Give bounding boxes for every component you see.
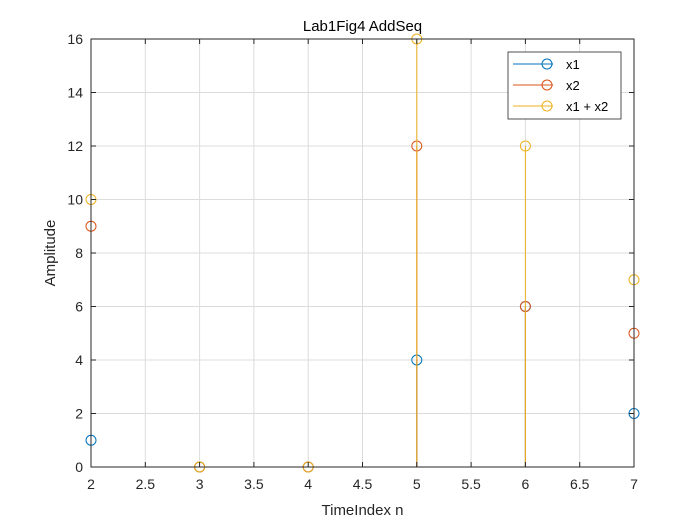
legend: x1 x2 x1 + x2 [507,51,622,120]
ticks [90,38,635,468]
y-tick-label: 14 [67,85,83,101]
x-tick-label: 6.5 [570,476,590,492]
y-axis-label: Amplitude [42,220,59,287]
x-tick-label: 5 [413,476,421,492]
x-tick-label: 4.5 [353,476,373,492]
x-axis-label: TimeIndex n [322,502,404,519]
y-tick-label: 16 [67,31,83,47]
x-tick-label: 2 [87,476,95,492]
stem-marker-sum [519,140,531,152]
y-tick-label: 12 [67,138,83,154]
legend-label-x1: x1 [566,57,580,72]
chart-title: Lab1Fig4 AddSeq [303,18,422,35]
x-tick-label: 3.5 [244,476,264,492]
legend-label-sum: x1 + x2 [566,99,608,114]
legend-marker-x2 [541,79,553,91]
x-tick-label: 5.5 [461,476,481,492]
legend-marker-x1 [541,58,553,70]
legend-marker-sum [541,100,553,112]
x-tick-label: 7 [630,476,638,492]
x-tick-label: 2.5 [136,476,156,492]
x-tick-label: 6 [522,476,530,492]
y-tick-label: 8 [75,245,83,261]
y-tick-label: 10 [67,192,83,208]
x-tick-label: 3 [196,476,204,492]
y-tick-label: 0 [75,459,83,475]
y-tick-label: 6 [75,299,83,315]
y-tick-label: 2 [75,406,83,422]
legend-label-x2: x2 [566,78,580,93]
y-tick-label: 4 [75,352,83,368]
x-tick-label: 4 [304,476,312,492]
